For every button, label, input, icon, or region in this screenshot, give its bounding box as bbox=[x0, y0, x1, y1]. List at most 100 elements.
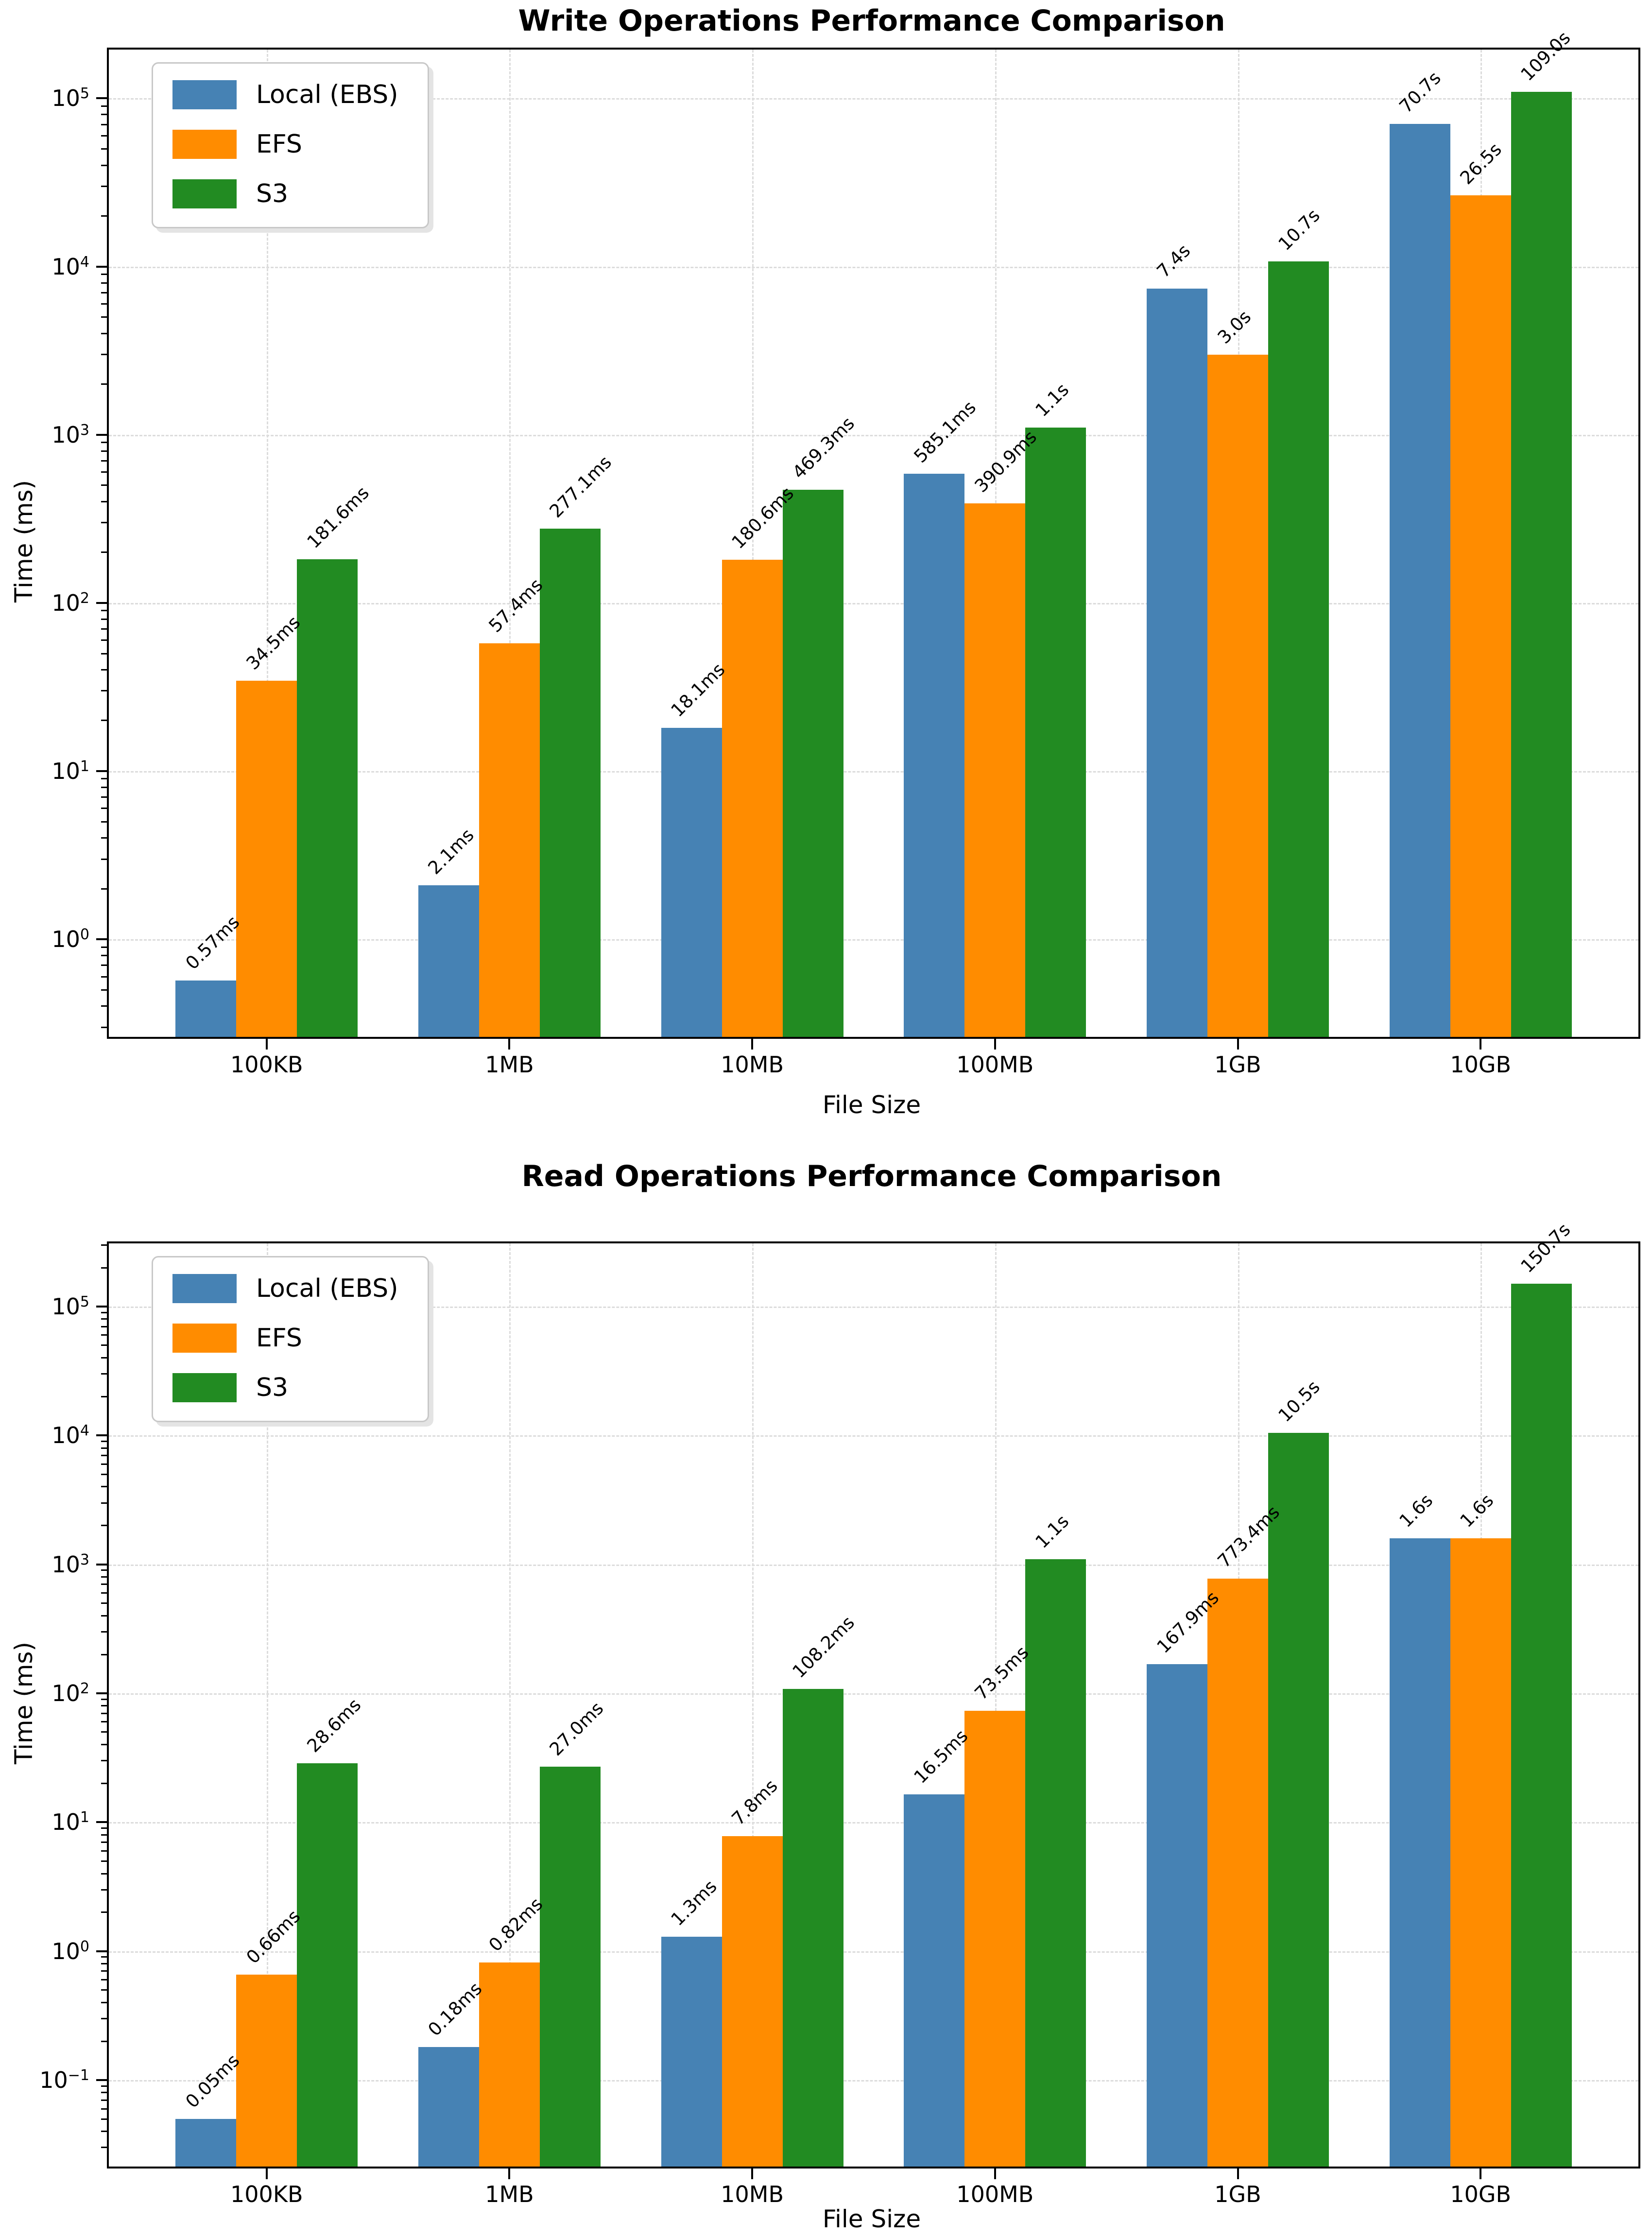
x-axis-tick bbox=[994, 1039, 996, 1050]
x-tick-label: 10MB bbox=[721, 1051, 784, 1078]
y-gridline bbox=[109, 98, 1638, 100]
y-tick-label: 105 bbox=[52, 85, 89, 112]
y-axis-minor-tick bbox=[101, 1441, 107, 1443]
bar bbox=[1389, 1538, 1450, 2167]
bar bbox=[1511, 1283, 1572, 2167]
y-axis-minor-tick bbox=[101, 1026, 107, 1028]
bar bbox=[782, 1689, 843, 2167]
y-tick-label: 103 bbox=[52, 421, 89, 448]
y-axis-minor-tick bbox=[101, 628, 107, 630]
y-gridline bbox=[109, 1564, 1638, 1566]
bar bbox=[904, 1794, 965, 2167]
y-axis-minor-tick bbox=[101, 1486, 107, 1488]
y-axis-minor-tick bbox=[101, 1318, 107, 1320]
bar bbox=[722, 560, 783, 1037]
y-axis-tick bbox=[96, 1434, 107, 1437]
y-axis-minor-tick bbox=[101, 1783, 107, 1785]
y-axis-minor-tick bbox=[101, 442, 107, 444]
y-gridline bbox=[109, 2080, 1638, 2082]
y-axis-minor-tick bbox=[101, 135, 107, 137]
y-axis-minor-tick bbox=[101, 1447, 107, 1449]
y-axis-minor-tick bbox=[101, 164, 107, 166]
y-axis-minor-tick bbox=[101, 858, 107, 860]
y-axis-tick bbox=[96, 97, 107, 100]
y-axis-minor-tick bbox=[101, 471, 107, 473]
legend-label: EFS bbox=[256, 1324, 302, 1353]
y-axis-minor-tick bbox=[101, 1911, 107, 1913]
y-axis-minor-tick bbox=[101, 618, 107, 620]
bar bbox=[661, 1936, 722, 2167]
y-gridline bbox=[109, 266, 1638, 268]
legend-item: S3 bbox=[172, 179, 398, 208]
y-axis-minor-tick bbox=[101, 1989, 107, 1991]
x-axis-tick bbox=[1480, 2168, 1482, 2179]
legend-item: EFS bbox=[172, 130, 398, 159]
legend-swatch bbox=[172, 1274, 237, 1303]
y-axis-minor-tick bbox=[101, 1827, 107, 1829]
bar bbox=[539, 528, 601, 1037]
read-chart-x-axis-label: File Size bbox=[822, 2205, 921, 2233]
x-tick-label: 1MB bbox=[485, 2181, 534, 2207]
y-axis-minor-tick bbox=[101, 1860, 107, 1862]
y-tick-label: 10−1 bbox=[39, 2067, 89, 2094]
x-axis-tick bbox=[265, 2168, 268, 2179]
bar bbox=[297, 1763, 358, 2167]
bar bbox=[1268, 1432, 1329, 2167]
bar bbox=[418, 885, 479, 1037]
y-axis-minor-tick bbox=[101, 1698, 107, 1700]
y-axis-minor-tick bbox=[101, 1244, 107, 1246]
y-axis-minor-tick bbox=[101, 484, 107, 486]
y-axis-minor-tick bbox=[101, 1615, 107, 1617]
bar bbox=[1207, 1579, 1269, 2167]
y-axis-minor-tick bbox=[101, 1963, 107, 1965]
y-axis-minor-tick bbox=[101, 2131, 107, 2133]
y-gridline bbox=[109, 1307, 1638, 1308]
y-axis-minor-tick bbox=[101, 1721, 107, 1723]
x-tick-label: 10GB bbox=[1450, 2181, 1512, 2207]
y-axis-minor-tick bbox=[101, 796, 107, 798]
y-axis-minor-tick bbox=[101, 1502, 107, 1504]
bar bbox=[236, 1974, 297, 2167]
legend-item: Local (EBS) bbox=[172, 1274, 398, 1303]
y-axis-minor-tick bbox=[101, 354, 107, 356]
x-axis-tick bbox=[1480, 1039, 1482, 1050]
y-axis-minor-tick bbox=[101, 1576, 107, 1578]
write-chart-plot-area: 100 101 102 103 104 105 100KB 1MB 10MB 100MB 1GB 10… bbox=[52, 27, 1640, 1078]
y-axis-minor-tick bbox=[101, 1592, 107, 1594]
y-gridline bbox=[109, 771, 1638, 773]
legend-swatch bbox=[172, 130, 237, 159]
y-axis-tick bbox=[96, 938, 107, 941]
y-axis-minor-tick bbox=[101, 720, 107, 722]
y-axis-minor-tick bbox=[101, 292, 107, 293]
y-gridline bbox=[109, 1435, 1638, 1437]
y-axis-minor-tick bbox=[101, 1873, 107, 1875]
x-tick-label: 100KB bbox=[230, 2181, 303, 2207]
y-gridline bbox=[109, 1951, 1638, 1953]
y-axis-minor-tick bbox=[101, 964, 107, 966]
y-axis-tick bbox=[96, 265, 107, 268]
legend: Local (EBS) EFS S3 bbox=[152, 62, 429, 228]
bar bbox=[1450, 195, 1511, 1037]
x-tick-label: 100KB bbox=[230, 1051, 303, 1078]
y-gridline bbox=[109, 434, 1638, 436]
bar bbox=[782, 490, 843, 1037]
y-tick-label: 101 bbox=[52, 1809, 89, 1836]
y-axis-minor-tick bbox=[101, 1889, 107, 1891]
x-gridline bbox=[509, 50, 511, 1037]
y-tick-label: 101 bbox=[52, 757, 89, 785]
y-axis-tick bbox=[96, 770, 107, 773]
y-axis-minor-tick bbox=[101, 148, 107, 150]
read-chart-title: Read Operations Performance Comparison bbox=[521, 1159, 1222, 1193]
y-tick-label: 104 bbox=[52, 1422, 89, 1449]
y-axis-minor-tick bbox=[101, 303, 107, 305]
y-axis-minor-tick bbox=[101, 1463, 107, 1465]
x-tick-label: 1GB bbox=[1214, 1051, 1261, 1078]
write-chart-title: Write Operations Performance Comparison bbox=[518, 4, 1225, 38]
y-tick-label: 103 bbox=[52, 1551, 89, 1578]
y-axis-minor-tick bbox=[101, 1396, 107, 1397]
x-gridline bbox=[752, 1243, 754, 2167]
bar bbox=[722, 1836, 783, 2167]
y-axis-minor-tick bbox=[101, 316, 107, 318]
y-axis-minor-tick bbox=[101, 273, 107, 275]
